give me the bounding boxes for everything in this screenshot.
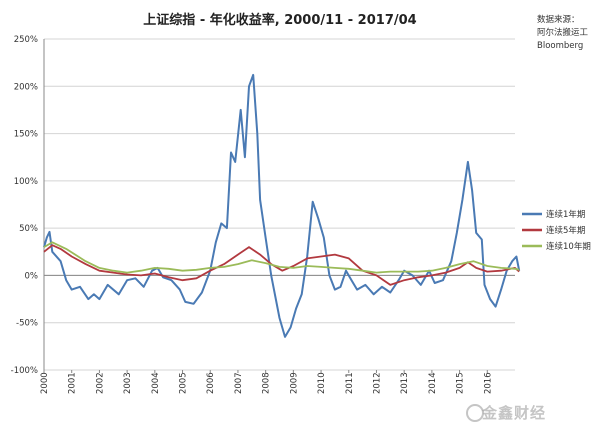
series-line [43, 73, 521, 338]
legend-label: 连续10年期 [546, 241, 591, 252]
y-tick-label: 250% [14, 35, 38, 45]
x-tick-label: 2012 [372, 372, 382, 394]
y-tick-label: 0% [25, 271, 39, 281]
source-note-line: 阿尔法搬运工 [537, 28, 589, 38]
x-tick-label: 2016 [483, 372, 493, 394]
x-tick-label: 2007 [234, 372, 244, 394]
series-line [43, 241, 520, 274]
x-tick-label: 2013 [400, 372, 410, 394]
y-tick-label: 50% [19, 224, 38, 234]
y-tick-label: 150% [14, 130, 38, 140]
source-note-line: Bloomberg [537, 41, 584, 51]
source-note-line: 数据来源： [537, 15, 580, 25]
x-tick-label: 2015 [456, 372, 466, 394]
x-tick-label: 2002 [95, 372, 105, 394]
source-note: 数据来源： 阿尔法搬运工 Bloomberg [537, 14, 588, 53]
y-tick-label: -50% [16, 319, 38, 329]
x-tick-label: 2009 [289, 372, 299, 394]
y-tick-label: -100% [11, 366, 38, 376]
x-tick-label: 2006 [206, 372, 216, 394]
wechat-icon [466, 404, 484, 422]
x-tick-label: 2011 [345, 372, 355, 394]
watermark: 金鑫财经 [482, 404, 547, 422]
x-tick-label: 2010 [317, 372, 327, 394]
legend-label: 连续1年期 [546, 209, 585, 220]
x-tick-label: 2001 [68, 372, 78, 394]
y-tick-label: 200% [14, 82, 38, 92]
x-tick-label: 2000 [40, 372, 50, 394]
x-tick-label: 2008 [262, 372, 272, 394]
y-tick-label: 100% [14, 177, 38, 187]
x-tick-label: 2005 [179, 372, 189, 394]
legend-label: 连续5年期 [546, 225, 585, 236]
x-tick-label: 2003 [123, 372, 133, 394]
chart-title: 上证综指 - 年化收益率, 2000/11 - 2017/04 [143, 13, 417, 28]
series-line [43, 244, 520, 286]
x-tick-label: 2004 [151, 372, 161, 394]
x-tick-label: 2014 [428, 372, 438, 394]
